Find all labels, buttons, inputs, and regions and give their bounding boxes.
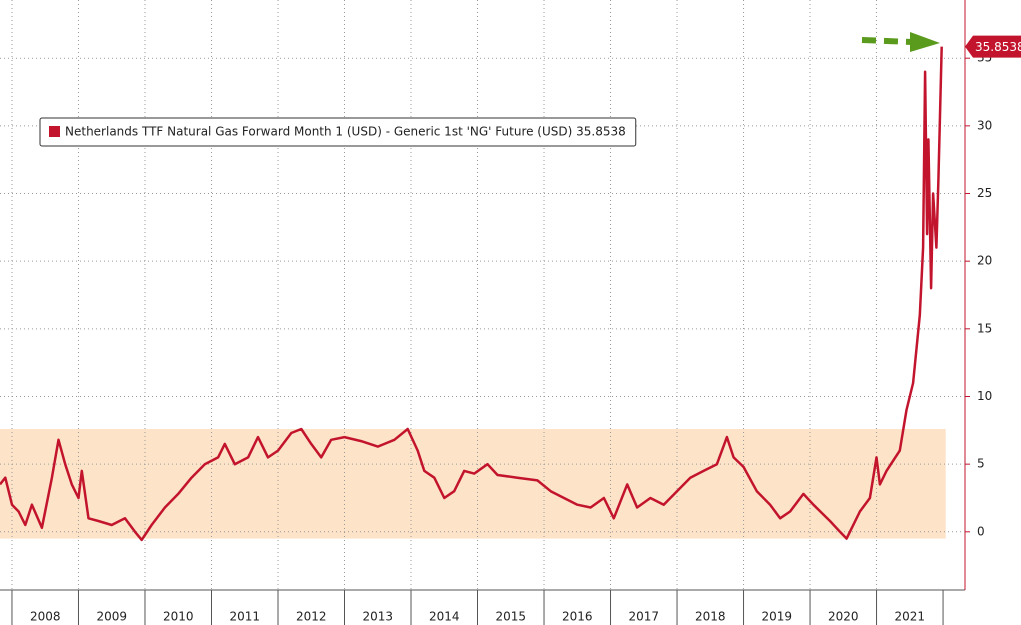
x-tick-label: 2014 (429, 610, 460, 624)
y-tick-label: 20 (977, 254, 992, 268)
x-tick-label: 2021 (895, 610, 926, 624)
green-arrow (861, 32, 940, 52)
x-tick-label: 2020 (828, 610, 859, 624)
x-tick-label: 2017 (629, 610, 660, 624)
x-tick-label: 2013 (362, 610, 393, 624)
x-tick-label: 2016 (562, 610, 593, 624)
x-tick-label: 2009 (96, 610, 127, 624)
x-tick-label: 2019 (762, 610, 793, 624)
legend-box (39, 117, 637, 147)
x-tick-label: 2008 (30, 610, 61, 624)
x-tick-label: 2010 (163, 610, 194, 624)
y-tick-label: 30 (977, 118, 992, 132)
x-tick-label: 2012 (296, 610, 327, 624)
y-tick-label: 5 (977, 457, 985, 471)
x-tick-label: 2015 (495, 610, 526, 624)
x-tick-label: 2018 (695, 610, 726, 624)
x-tick-label: 2011 (229, 610, 260, 624)
value-tag-label: 35.8538 (975, 40, 1021, 54)
value-tag (965, 35, 1021, 58)
y-tick-label: 25 (977, 186, 992, 200)
y-tick-label: 10 (977, 389, 992, 403)
legend-swatch (49, 126, 60, 137)
legend-label: Netherlands TTF Natural Gas Forward Mont… (65, 125, 626, 139)
y-tick-label: 0 (977, 524, 985, 538)
line (0, 46, 943, 542)
y-tick-label: 15 (977, 321, 992, 335)
highlight-band (0, 428, 946, 539)
